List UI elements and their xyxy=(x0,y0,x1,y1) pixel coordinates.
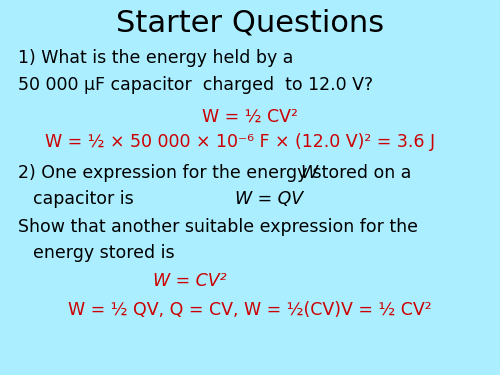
Text: W = ½ × 50 000 × 10⁻⁶ F × (12.0 V)² = 3.6 J: W = ½ × 50 000 × 10⁻⁶ F × (12.0 V)² = 3.… xyxy=(45,133,435,151)
Text: stored on a: stored on a xyxy=(307,164,412,182)
Text: Show that another suitable expression for the: Show that another suitable expression fo… xyxy=(18,218,418,236)
Text: 2) One expression for the energy: 2) One expression for the energy xyxy=(18,164,313,182)
Text: W: W xyxy=(300,164,317,182)
Text: W = ½ QV, Q = CV, W = ½(CV)V = ½ CV²: W = ½ QV, Q = CV, W = ½(CV)V = ½ CV² xyxy=(68,301,432,319)
Text: 50 000 μF capacitor  charged  to 12.0 V?: 50 000 μF capacitor charged to 12.0 V? xyxy=(18,76,373,94)
Text: capacitor is: capacitor is xyxy=(33,190,134,208)
Text: energy stored is: energy stored is xyxy=(33,244,174,262)
Text: Starter Questions: Starter Questions xyxy=(116,9,384,38)
Text: W = ½ CV²: W = ½ CV² xyxy=(202,108,298,126)
Text: W = CV²: W = CV² xyxy=(153,272,227,290)
Text: W = QV: W = QV xyxy=(235,190,303,208)
Text: 1) What is the energy held by a: 1) What is the energy held by a xyxy=(18,49,293,67)
